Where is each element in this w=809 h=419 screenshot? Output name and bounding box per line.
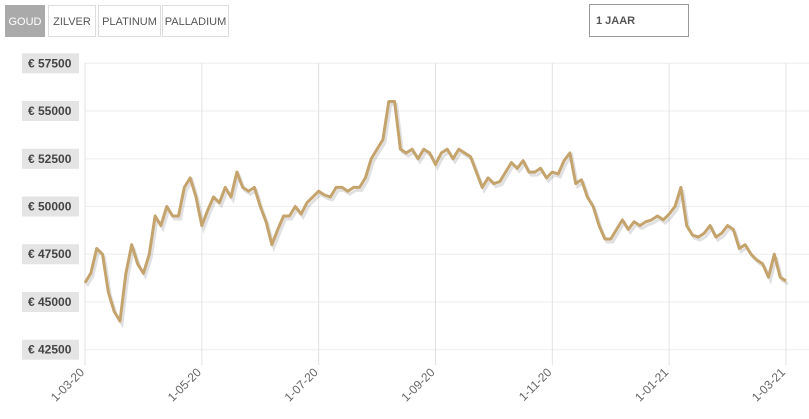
y-tick-label: € 47500: [28, 247, 72, 261]
tab[interactable]: GOUD: [5, 5, 45, 37]
y-tick-label: € 57500: [28, 56, 72, 70]
x-tick-label: 1-11-20: [516, 365, 555, 404]
price-line: [83, 100, 787, 323]
y-tick-box: [22, 148, 79, 169]
x-tick-label: 1-07-20: [282, 365, 321, 404]
tab[interactable]: PALLADIUM: [162, 5, 229, 37]
x-tick-label: 1-03-21: [749, 365, 788, 404]
y-tick-box: [22, 196, 79, 217]
x-tick-label: 1-09-20: [398, 365, 437, 404]
y-tick-label: € 42500: [28, 343, 72, 357]
y-tick-box: [22, 339, 79, 360]
y-tick-label: € 55000: [28, 104, 72, 118]
tab[interactable]: PLATINUM: [98, 5, 161, 37]
line-shadow: [85, 103, 789, 329]
x-tick-label: 1-03-20: [48, 365, 87, 404]
y-tick-box: [22, 291, 79, 312]
y-tick-label: € 52500: [28, 152, 72, 166]
y-tick-box: [22, 101, 79, 122]
tab[interactable]: ZILVER: [48, 5, 96, 37]
x-tick-label: 1-05-20: [165, 365, 204, 404]
y-tick-label: € 45000: [28, 295, 72, 309]
period-select[interactable]: 1 JAAR: [589, 4, 689, 37]
y-tick-box: [22, 53, 79, 74]
y-tick-box: [22, 244, 79, 265]
x-tick-label: 1-01-21: [632, 365, 671, 404]
y-tick-label: € 50000: [28, 200, 72, 214]
